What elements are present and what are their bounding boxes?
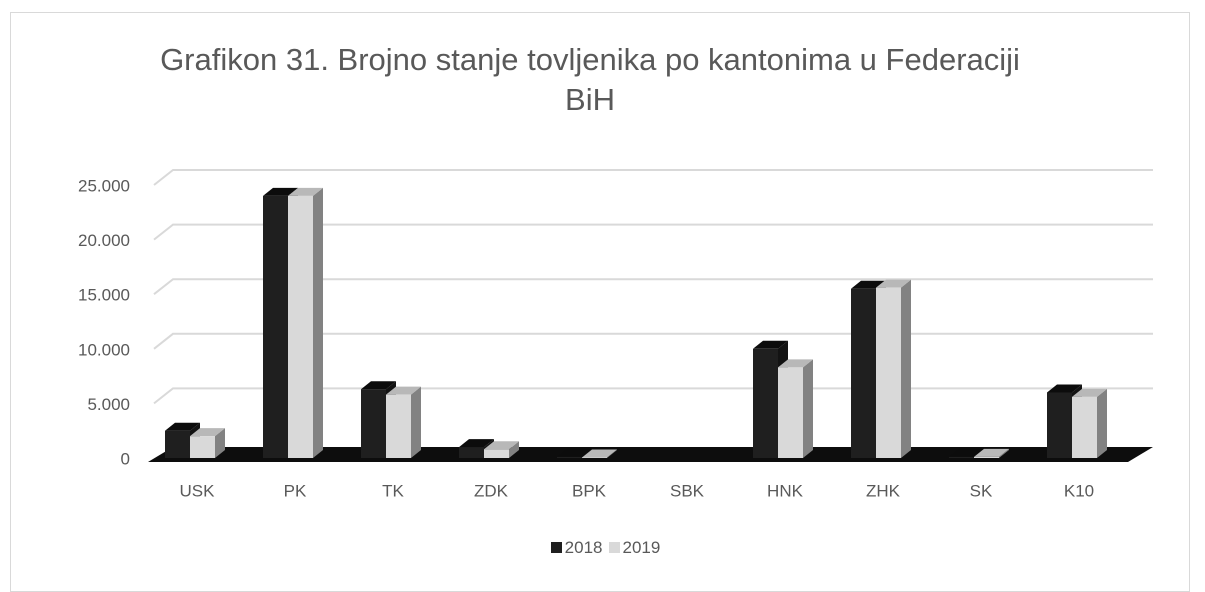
x-tick-label: PK	[284, 481, 307, 500]
y-tick-label: 0	[121, 449, 130, 468]
bar-front	[165, 430, 190, 458]
grid-line	[153, 169, 1153, 186]
bar-front	[361, 389, 386, 458]
bar-front	[582, 457, 607, 458]
chart: 0 5.000 10.000 15.000 20.000 25.000 USK PK TK ZDK…	[78, 169, 1153, 500]
bar-front	[459, 447, 484, 458]
page: Grafikon 31. Brojno stanje tovljenika po…	[0, 12, 1205, 592]
bar	[974, 448, 1009, 458]
bar-side	[607, 449, 617, 458]
bar-top	[778, 359, 813, 368]
bar-side	[509, 441, 519, 458]
bar-top	[386, 386, 421, 395]
bar-top	[361, 381, 396, 390]
bar-side	[999, 448, 1009, 458]
legend: 2018 2019	[0, 538, 1205, 558]
bar-side	[411, 386, 421, 458]
bar-front	[778, 367, 803, 458]
y-tick-label: 10.000	[78, 340, 130, 359]
y-tick-label: 5.000	[87, 395, 130, 414]
bar-side	[215, 428, 225, 458]
bar-top	[288, 187, 323, 196]
bar-front	[557, 456, 582, 458]
bar-front	[190, 436, 215, 458]
bar-front	[263, 195, 288, 459]
bar-top	[190, 428, 225, 437]
bar-front	[386, 394, 411, 458]
bar-top	[557, 448, 592, 457]
legend-label: 2018	[564, 538, 603, 557]
bar-front	[876, 287, 901, 458]
x-tick-label: USK	[180, 481, 216, 500]
x-tick-label: HNK	[767, 481, 804, 500]
y-tick-label: 20.000	[78, 231, 130, 250]
x-tick-label: SK	[970, 481, 993, 500]
bar-front	[851, 288, 876, 458]
y-tick-label: 15.000	[78, 286, 130, 305]
bar	[386, 386, 421, 458]
bar-top	[876, 279, 911, 288]
legend-swatch	[608, 542, 620, 553]
bar	[778, 359, 813, 458]
bar-front	[288, 195, 313, 459]
bar	[288, 187, 323, 459]
bar	[582, 449, 617, 458]
bar-front	[1047, 392, 1072, 458]
bar-top	[459, 439, 494, 448]
grid-line	[153, 387, 1153, 405]
bar-top	[1072, 388, 1107, 397]
x-tick-label: BPK	[572, 481, 607, 500]
bar-front	[753, 348, 778, 458]
bar-side	[901, 279, 911, 458]
chart-title: Grafikon 31. Brojno stanje tovljenika po…	[160, 42, 1020, 117]
legend-swatch	[550, 542, 562, 553]
bar-front	[949, 456, 974, 458]
bar-top	[949, 448, 984, 457]
x-tick-label: ZHK	[866, 481, 901, 500]
x-tick-label: TK	[382, 481, 404, 500]
grid-line	[153, 332, 1153, 350]
bar-top	[582, 449, 617, 458]
bar	[190, 428, 225, 458]
bar-top	[165, 422, 200, 431]
bar-side	[803, 359, 813, 458]
x-tick-label: SBK	[670, 481, 705, 500]
bar-front	[484, 449, 509, 458]
legend-label: 2019	[622, 538, 661, 557]
bar	[1072, 388, 1107, 458]
bar	[484, 441, 519, 458]
bar-top	[484, 441, 519, 450]
grid-line	[153, 278, 1153, 295]
bar-top	[263, 187, 298, 196]
grid-line	[153, 223, 1153, 241]
bar-front	[974, 456, 999, 458]
bar-side	[1097, 388, 1107, 458]
x-tick-label: ZDK	[474, 481, 509, 500]
x-tick-label: K10	[1064, 481, 1094, 500]
bar-top	[1047, 384, 1082, 393]
y-tick-label: 25.000	[78, 176, 130, 195]
bar-top	[974, 448, 1009, 457]
bar-top	[753, 340, 788, 349]
bar-front	[1072, 396, 1097, 458]
bar-side	[313, 187, 323, 459]
bar	[876, 279, 911, 458]
